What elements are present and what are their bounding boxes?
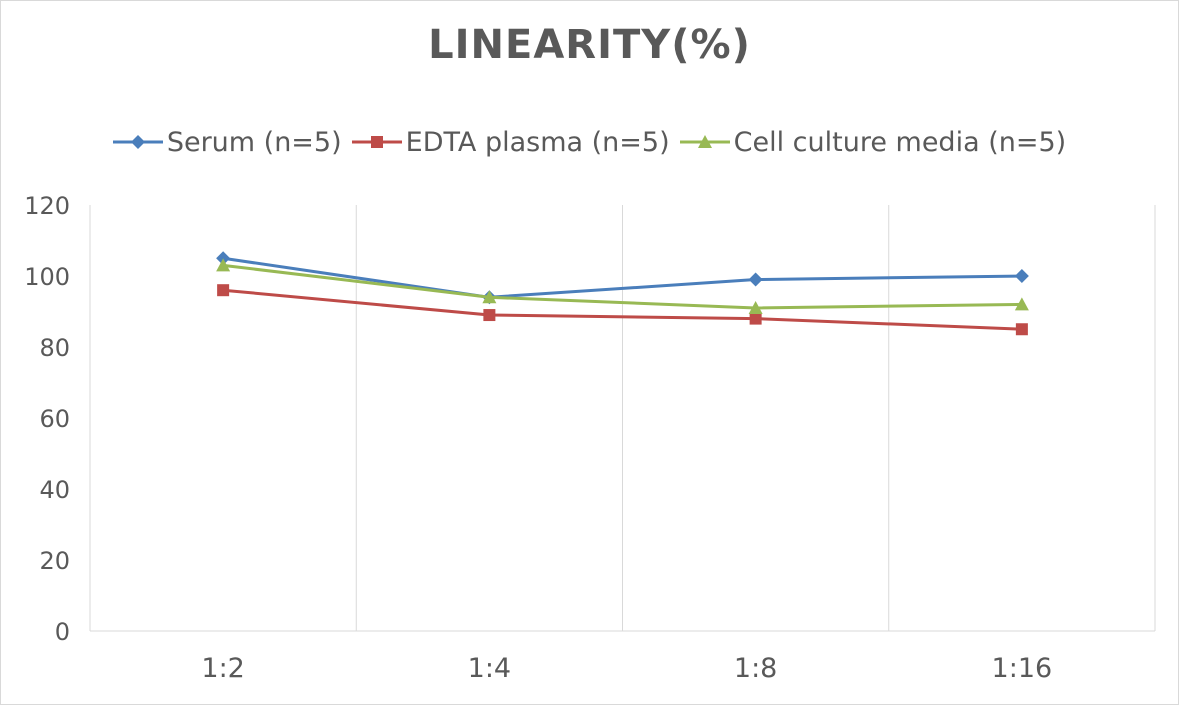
data-point-0 bbox=[216, 251, 231, 266]
data-point-2 bbox=[482, 290, 497, 304]
y-tick-label: 20 bbox=[39, 547, 70, 575]
legend: Serum (n=5) EDTA plasma (n=5) Cell cultu… bbox=[0, 120, 1179, 164]
legend-item-serum: Serum (n=5) bbox=[112, 126, 342, 158]
legend-label-serum: Serum (n=5) bbox=[166, 126, 342, 158]
data-point-1 bbox=[483, 309, 496, 322]
x-tick-label: 1:8 bbox=[734, 653, 777, 684]
data-point-2 bbox=[1014, 297, 1029, 311]
legend-marker-serum bbox=[112, 135, 163, 149]
y-tick-label: 40 bbox=[39, 476, 70, 504]
legend-label-cell-culture-media: Cell culture media (n=5) bbox=[733, 126, 1067, 158]
series-line-1 bbox=[222, 288, 1022, 331]
y-tick-label: 0 bbox=[55, 618, 70, 646]
y-tick-label: 120 bbox=[24, 192, 70, 220]
legend-marker-cell-culture-media bbox=[679, 135, 730, 148]
series-line-0 bbox=[222, 256, 1022, 299]
data-point-1 bbox=[217, 284, 230, 297]
data-point-1 bbox=[749, 312, 762, 325]
data-point-0 bbox=[748, 272, 763, 287]
x-tick-label: 1:4 bbox=[468, 653, 511, 684]
y-tick-label: 100 bbox=[24, 263, 70, 291]
chart-title: LINEARITY(%) bbox=[428, 22, 751, 68]
x-tick-label: 1:16 bbox=[992, 653, 1053, 684]
series-line-2 bbox=[222, 263, 1022, 310]
x-tick-label: 1:2 bbox=[201, 653, 244, 684]
y-tick-label: 60 bbox=[39, 405, 70, 433]
legend-item-edta-plasma: EDTA plasma (n=5) bbox=[351, 126, 670, 158]
legend-marker-edta-plasma bbox=[351, 136, 402, 148]
data-point-1 bbox=[1015, 323, 1028, 336]
y-tick-label: 80 bbox=[39, 334, 70, 362]
data-point-0 bbox=[1014, 269, 1029, 283]
data-point-2 bbox=[216, 258, 231, 272]
legend-item-cell-culture-media: Cell culture media (n=5) bbox=[679, 126, 1067, 158]
legend-label-edta-plasma: EDTA plasma (n=5) bbox=[405, 126, 670, 158]
data-point-2 bbox=[748, 300, 763, 314]
